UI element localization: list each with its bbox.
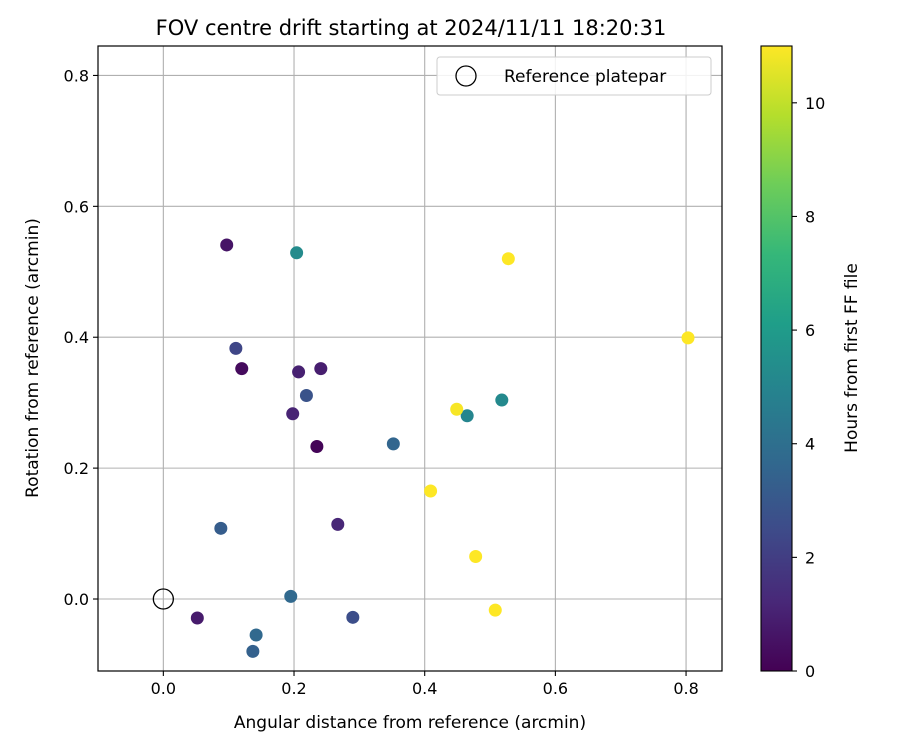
reference-layer [152, 588, 174, 610]
scatter-point [501, 252, 515, 266]
y-tick-label: 0.4 [64, 328, 89, 347]
scatter-point [314, 362, 328, 376]
scatter-point [229, 341, 243, 355]
scatter-point [190, 611, 204, 625]
x-tick-label: 0.0 [151, 679, 176, 698]
colorbar-label: Hours from first FF file [842, 263, 862, 453]
colorbar-tick-label: 6 [805, 321, 815, 340]
y-tick-label: 0.2 [64, 459, 89, 478]
x-axis-label: Angular distance from reference (arcmin) [234, 713, 586, 733]
scatter-point [214, 521, 228, 535]
x-tick-label: 0.2 [281, 679, 306, 698]
scatter-point [450, 402, 464, 416]
colorbar-gradient [760, 45, 793, 672]
scatter-point [346, 610, 360, 624]
legend-label-reference: Reference platepar [504, 67, 666, 87]
chart-title: FOV centre drift starting at 2024/11/11 … [156, 16, 667, 40]
x-axis-ticks: 0.0 0.2 0.4 0.6 0.8 [151, 671, 699, 698]
scatter-point [310, 440, 324, 454]
colorbar-tick-label: 2 [805, 548, 815, 567]
scatter-point [424, 484, 438, 498]
y-axis-label: Rotation from reference (arcmin) [23, 218, 43, 498]
scatter-point [284, 589, 298, 603]
legend: Reference platepar [436, 56, 712, 96]
colorbar-tick-label: 10 [805, 94, 825, 113]
scatter-point [235, 362, 249, 376]
scatter-point [299, 388, 313, 402]
scatter-point [460, 409, 474, 423]
colorbar-tick-label: 4 [805, 435, 815, 454]
scatter-point [286, 407, 300, 421]
grid-lines [98, 46, 722, 671]
scatter-point [488, 603, 502, 617]
scatter-point [469, 549, 483, 563]
scatter-point [495, 393, 509, 407]
legend-marker-reference [455, 65, 477, 87]
x-tick-label: 0.4 [412, 679, 437, 698]
scatter-point [249, 628, 263, 642]
colorbar: 0 2 4 6 8 10 Hours from first FF file [760, 45, 862, 681]
colorbar-ticks: 0 2 4 6 8 10 [792, 94, 825, 681]
scatter-points [190, 238, 695, 658]
y-axis-ticks: 0.0 0.2 0.4 0.6 0.8 [64, 66, 98, 609]
scatter-point [681, 331, 695, 345]
y-tick-label: 0.0 [64, 590, 89, 609]
reference-platepar-marker [152, 588, 174, 610]
legend-box [436, 56, 712, 96]
scatter-point [220, 238, 234, 252]
y-tick-label: 0.8 [64, 66, 89, 85]
scatter-point [290, 246, 304, 260]
scatter-point [331, 517, 345, 531]
scatter-point [386, 437, 400, 451]
scatter-point [292, 365, 306, 379]
x-tick-label: 0.8 [673, 679, 698, 698]
x-tick-label: 0.6 [543, 679, 568, 698]
colorbar-tick-label: 0 [805, 662, 815, 681]
scatter-point [246, 644, 260, 658]
plot-area-frame [97, 45, 723, 672]
y-tick-label: 0.6 [64, 197, 89, 216]
colorbar-tick-label: 8 [805, 207, 815, 226]
